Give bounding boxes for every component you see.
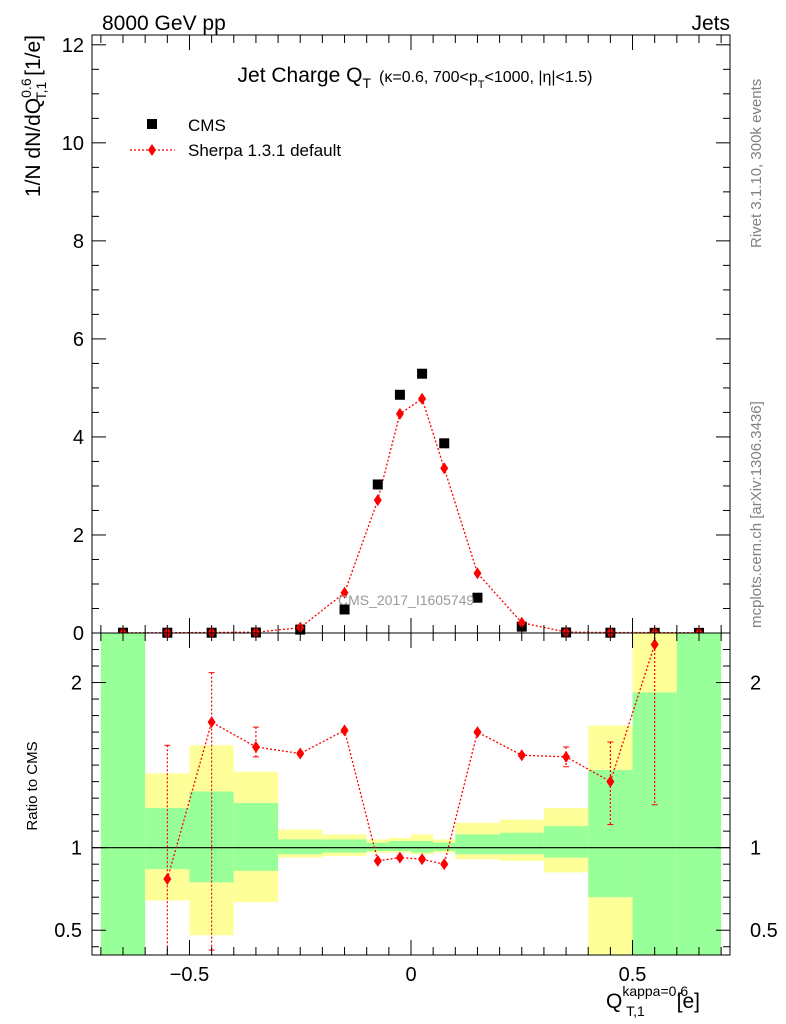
sherpa-point: [473, 567, 482, 580]
ratio-y-tick-label: 0.5: [54, 920, 82, 942]
main-y-tick-label: 0: [73, 623, 84, 645]
sherpa-ratio-point: [606, 775, 615, 788]
ratio-uncertainty-bands: [100, 633, 722, 955]
inner-uncertainty-band: [322, 839, 367, 853]
category-label: Jets: [691, 12, 730, 35]
main-y-tick-label: 2: [73, 525, 84, 547]
inner-uncertainty-band: [233, 803, 279, 871]
sherpa-point: [395, 407, 404, 420]
inner-uncertainty-band: [388, 841, 411, 851]
main-y-tick-label: 10: [62, 133, 84, 155]
ratio-y-tick-label-right: 0.5: [750, 920, 778, 942]
ratio-y-tick-label: 2: [71, 673, 82, 695]
inner-uncertainty-band: [543, 826, 589, 858]
energy-label: 8000 GeV pp: [102, 12, 226, 35]
x-tick-label: 0: [405, 964, 416, 986]
analysis-watermark: CMS_2017_I1605749: [338, 592, 474, 608]
legend: CMS Sherpa 1.3.1 default: [130, 116, 341, 160]
main-plot-axes: 0 2 4 6 8 10 12: [62, 35, 730, 645]
sherpa-ratio-point: [296, 747, 305, 760]
main-y-axis-label: 1/N dN/dQ0.6T,1 [1/e]: [18, 35, 49, 197]
cms-point: [472, 592, 483, 603]
x-tick-label: −0.5: [170, 964, 209, 986]
inner-uncertainty-band: [455, 834, 500, 855]
sherpa-point: [340, 586, 349, 599]
inner-uncertainty-band: [366, 842, 389, 851]
sherpa-ratio-point: [562, 750, 571, 763]
sherpa-point: [517, 616, 526, 629]
legend-sherpa-label: Sherpa 1.3.1 default: [188, 141, 341, 160]
ratio-plot-axes: 0.5 0.5 1 1 2 2 −0.5 0 0.5: [54, 633, 778, 986]
sherpa-ratio-point: [650, 638, 659, 651]
sherpa-ratio-point: [163, 873, 172, 886]
legend-cms-label: CMS: [188, 116, 226, 135]
ratio-y-tick-label: 1: [71, 838, 82, 860]
main-y-tick-label: 12: [62, 35, 84, 57]
inner-uncertainty-band: [499, 832, 544, 855]
inner-uncertainty-band: [278, 839, 323, 855]
sherpa-ratio-point: [251, 740, 260, 753]
legend-cms-marker: [147, 119, 157, 129]
sherpa-ratio-point: [440, 858, 449, 871]
main-y-tick-label: 8: [73, 231, 84, 253]
ratio-y-tick-label-right: 1: [750, 838, 761, 860]
sherpa-point: [373, 494, 382, 507]
sherpa-ratio-point: [473, 726, 482, 739]
main-plot-panel: 0 2 4 6 8 10 12 Jet Charge QT (κ=0.6, 700<pT<10…: [18, 34, 731, 645]
inner-uncertainty-band: [433, 842, 456, 851]
main-plot-title: Jet Charge QT (κ=0.6, 700<pT<1000, |η|<1.…: [238, 64, 593, 91]
cms-point: [339, 604, 350, 615]
inner-uncertainty-band: [676, 633, 722, 955]
sherpa-ratio-point: [517, 749, 526, 762]
legend-sherpa-marker: [148, 144, 156, 156]
x-axis-label: Qkappa=0.6 T,1 [e]: [606, 983, 700, 1019]
main-y-tick-label: 6: [73, 329, 84, 351]
sherpa-ratio-point: [207, 716, 216, 729]
x-tick-label: 0.5: [619, 964, 647, 986]
sherpa-ratio-line: [166, 644, 656, 880]
rivet-label: Rivet 3.1.10, 300k events: [748, 79, 765, 248]
sherpa-ratio-point: [395, 851, 404, 864]
sherpa-ratio-point: [373, 854, 382, 867]
inner-uncertainty-band: [100, 633, 146, 955]
main-y-tick-label: 4: [73, 427, 84, 449]
cms-point: [394, 389, 405, 400]
cms-point: [417, 368, 428, 379]
ratio-y-axis-label: Ratio to CMS: [24, 741, 41, 830]
inner-uncertainty-band: [632, 692, 677, 955]
ratio-plot-panel: 0.5 0.5 1 1 2 2 −0.5 0 0.5 Ratio to CMS Qkappa=0…: [24, 632, 778, 1019]
mcplots-label: mcplots.cern.ch [arXiv:1306.3436]: [748, 401, 765, 628]
sherpa-point: [440, 462, 449, 475]
sherpa-ratio-point: [340, 724, 349, 737]
ratio-y-tick-label-right: 2: [750, 673, 761, 695]
sherpa-point: [418, 392, 427, 405]
cms-point: [439, 438, 450, 449]
ratio-marks: [163, 632, 659, 956]
inner-uncertainty-band: [411, 841, 434, 853]
sherpa-ratio-point: [418, 853, 427, 866]
cms-point: [372, 479, 383, 490]
inner-uncertainty-band: [588, 770, 633, 898]
